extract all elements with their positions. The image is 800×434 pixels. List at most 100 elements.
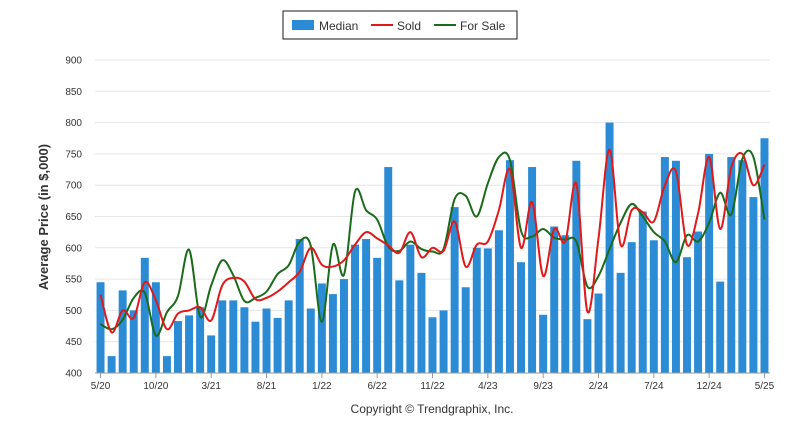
median-bar [218,300,227,373]
median-bar [151,282,160,373]
median-bar [683,257,691,373]
y-tick-label: 400 [65,369,82,380]
median-bar [251,321,260,373]
median-bar [461,287,470,373]
x-tick-label: 1/22 [312,381,332,392]
median-bar [561,235,570,373]
median-bar [749,197,758,373]
x-tick-label: 12/24 [697,381,722,392]
y-tick-label: 700 [65,181,82,192]
x-tick-label: 2/24 [589,381,609,392]
y-axis-title: Average Price (in $,000) [36,144,51,290]
median-bar [594,293,603,373]
legend-item-sold: Sold [371,19,421,33]
y-tick-label: 850 [65,87,82,98]
median-bar [317,283,326,373]
median-bar [494,230,503,373]
median-bar [406,244,415,373]
median-bar [705,153,714,373]
median-bar [572,160,581,373]
median-bar [306,308,315,373]
median-bar [616,272,625,373]
median-bar [140,257,149,373]
median-bar [417,272,426,373]
y-tick-label: 650 [65,212,82,223]
copyright-text: Copyright © Trendgraphix, Inc. [351,402,514,416]
median-bar [439,310,448,373]
median-bar [185,315,194,373]
x-tick-label: 5/25 [755,381,775,392]
x-tick-label: 10/20 [143,381,168,392]
x-tick-label: 9/23 [533,381,553,392]
y-axis-ticks: 400 450 500 550 600 650 700 750 800 850 900 [65,56,82,380]
median-bar [96,282,105,373]
y-tick-label: 600 [65,243,82,254]
x-tick-label: 4/23 [478,381,498,392]
median-bar [229,300,238,373]
median-bar [528,167,537,373]
legend-swatch-median [292,20,314,30]
median-bar [627,242,636,373]
y-tick-label: 750 [65,149,82,160]
median-bar [472,247,481,373]
legend: Median Sold For Sale [282,10,518,40]
x-tick-label: 8/21 [257,381,277,392]
median-bar [517,262,526,373]
x-tick-label: 11/22 [420,381,445,392]
median-bar [118,290,127,373]
median-bar [129,310,138,373]
median-bar [273,317,282,373]
legend-label-median: Median [319,19,358,33]
x-axis-ticks: 5/20 10/20 3/21 8/21 1/22 6/22 11/22 4/23 9/23 2/… [91,373,775,392]
median-bar [660,157,669,373]
x-tick-label: 3/21 [201,381,221,392]
legend-label-sold: Sold [397,19,421,33]
median-bar [716,281,725,373]
median-bar [351,244,360,373]
median-bar [550,226,559,373]
median-bar [450,207,459,373]
median-bar [373,257,382,373]
legend-item-median: Median [292,19,358,33]
median-bar [583,319,592,373]
median-bar [539,314,548,373]
median-bar [395,280,404,373]
median-bar [207,335,216,373]
median-bar [727,157,736,373]
median-bar [362,239,371,373]
median-bar [760,138,769,373]
median-bar [738,160,747,373]
median-bar [384,167,393,373]
median-bar [428,317,437,373]
y-tick-label: 500 [65,306,82,317]
median-bar [240,307,249,373]
median-bar [671,160,680,373]
sold-line [99,148,766,334]
x-tick-label: 5/20 [91,381,111,392]
median-bar [284,300,293,373]
median-bar [174,321,182,373]
y-tick-label: 800 [65,118,82,129]
median-bar [262,308,271,373]
median-bar [328,294,337,373]
legend-label-for-sale: For Sale [460,19,506,33]
median-bars [96,122,769,373]
median-bar [694,231,703,373]
median-bar [107,356,116,373]
median-bar [638,211,647,373]
y-tick-label: 450 [65,337,82,348]
median-bar [339,279,348,373]
median-bar [295,239,304,373]
x-tick-label: 6/22 [367,381,387,392]
median-bar [505,160,514,373]
y-tick-label: 550 [65,275,82,286]
legend-box [282,10,518,40]
median-bar [649,240,658,373]
trend-lines [99,148,766,337]
legend-item-for-sale: For Sale [434,19,506,33]
x-tick-label: 7/24 [644,381,664,392]
median-bar [196,307,205,373]
y-tick-label: 900 [65,56,82,67]
median-bar [162,356,171,373]
